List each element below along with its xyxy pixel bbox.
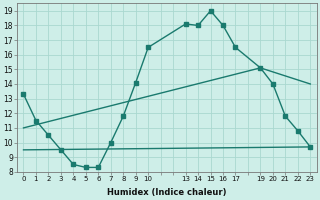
X-axis label: Humidex (Indice chaleur): Humidex (Indice chaleur) (107, 188, 227, 197)
